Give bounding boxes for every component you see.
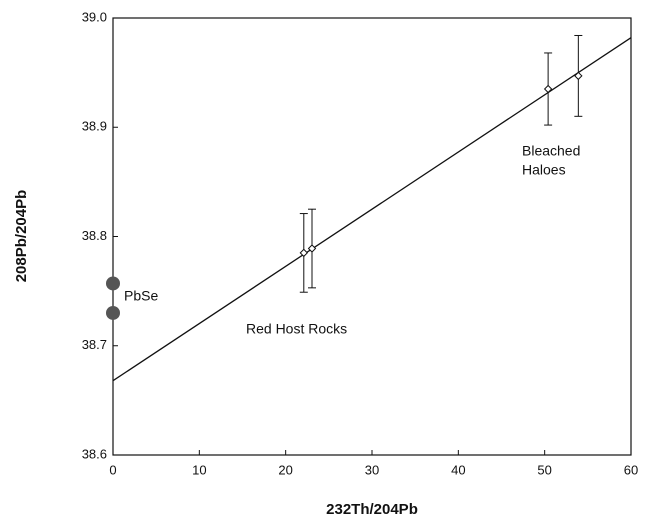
point bbox=[106, 305, 120, 320]
point bbox=[543, 84, 553, 94]
fit-line bbox=[112, 37, 632, 382]
annotation: Haloes bbox=[522, 162, 566, 178]
annotation: Red Host Rocks bbox=[246, 321, 347, 337]
x-axis-title: 232Th/204Pb bbox=[326, 501, 418, 518]
y-tick-label: 39.0 bbox=[82, 9, 107, 24]
point bbox=[106, 276, 120, 291]
x-tick-label: 30 bbox=[365, 462, 379, 477]
annotation: PbSe bbox=[124, 288, 158, 304]
y-tick-label: 38.8 bbox=[82, 228, 107, 243]
x-tick-label: 0 bbox=[109, 462, 116, 477]
plot-frame bbox=[112, 17, 632, 456]
annotation: Bleached bbox=[522, 143, 580, 159]
x-tick-label: 40 bbox=[451, 462, 465, 477]
y-tick-label: 38.7 bbox=[82, 337, 107, 352]
y-tick-label: 38.9 bbox=[82, 119, 107, 134]
y-axis-title: 208Pb/204Pb bbox=[13, 190, 30, 283]
x-tick-label: 50 bbox=[537, 462, 551, 477]
point bbox=[574, 71, 583, 81]
y-tick-label: 38.6 bbox=[82, 446, 107, 461]
x-tick-label: 20 bbox=[278, 462, 292, 477]
point bbox=[307, 244, 317, 253]
point bbox=[299, 248, 309, 258]
x-tick-label: 10 bbox=[192, 462, 206, 477]
x-tick-label: 60 bbox=[624, 462, 638, 477]
